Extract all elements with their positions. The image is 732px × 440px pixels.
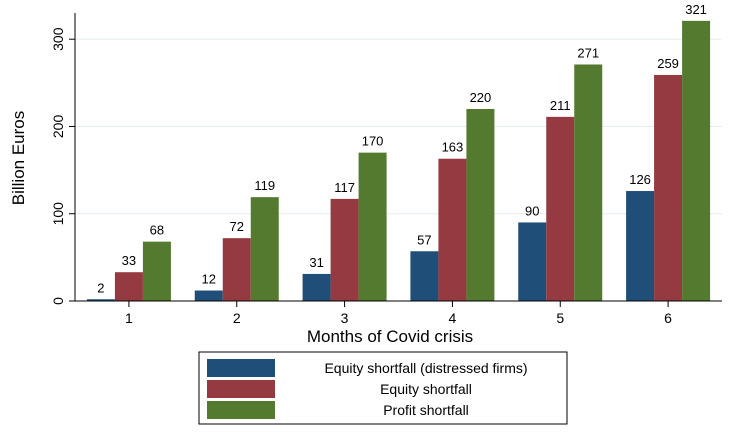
x-tick-label: 2 xyxy=(233,310,241,326)
bar xyxy=(438,158,467,301)
y-axis-title: Billion Euros xyxy=(9,111,28,206)
data-label: 68 xyxy=(150,223,164,238)
data-label: 57 xyxy=(417,232,431,247)
x-tick-label: 6 xyxy=(664,310,672,326)
bar xyxy=(518,222,547,301)
legend-label: Profit shortfall xyxy=(383,402,469,418)
data-label: 259 xyxy=(657,56,679,71)
bar xyxy=(574,64,603,301)
x-tick-label: 4 xyxy=(449,310,457,326)
data-label: 220 xyxy=(470,90,492,105)
bar xyxy=(250,197,279,301)
bar xyxy=(682,20,711,301)
data-label: 2 xyxy=(97,280,104,295)
legend-swatch xyxy=(207,380,275,398)
data-label: 117 xyxy=(334,180,355,195)
y-tick-label: 100 xyxy=(50,202,66,226)
legend: Equity shortfall (distressed firms) Equit… xyxy=(198,351,568,425)
data-labels: 2 33 68 12 72 119 31 117 170 57 163 220 90 211 271 126 2… xyxy=(97,2,707,295)
bars xyxy=(86,20,711,301)
legend-label: Equity shortfall (distressed firms) xyxy=(324,360,527,376)
data-label: 31 xyxy=(309,255,323,270)
bar xyxy=(410,251,439,301)
bar xyxy=(330,198,359,301)
data-label: 271 xyxy=(577,45,599,60)
bar xyxy=(86,299,115,301)
legend-swatch xyxy=(207,359,275,377)
bar xyxy=(142,241,171,301)
y-tick-label: 200 xyxy=(50,115,66,139)
legend-swatch xyxy=(207,401,275,419)
data-label: 321 xyxy=(685,2,707,17)
x-tick-label: 5 xyxy=(556,310,564,326)
data-label: 163 xyxy=(442,140,464,155)
y-tick-label: 300 xyxy=(50,27,66,51)
data-label: 90 xyxy=(525,203,539,218)
bar xyxy=(302,273,331,301)
y-tick-label: 0 xyxy=(50,297,66,305)
bar xyxy=(654,74,683,301)
data-label: 211 xyxy=(550,98,571,113)
bar xyxy=(626,191,655,301)
data-label: 119 xyxy=(254,178,275,193)
x-tick-label: 1 xyxy=(125,310,133,326)
bar xyxy=(358,152,387,301)
data-label: 170 xyxy=(362,134,384,149)
data-label: 126 xyxy=(629,172,651,187)
bar xyxy=(194,290,223,301)
bar xyxy=(114,272,143,301)
gridlines xyxy=(75,38,722,215)
bar xyxy=(466,109,495,301)
data-label: 12 xyxy=(202,272,216,287)
legend-label: Equity shortfall xyxy=(380,381,472,397)
bar xyxy=(222,238,251,301)
bar xyxy=(546,116,575,301)
data-label: 72 xyxy=(230,219,244,234)
x-tick-label: 3 xyxy=(341,310,349,326)
data-label: 33 xyxy=(122,253,136,268)
x-axis-title: Months of Covid crisis xyxy=(307,327,473,346)
